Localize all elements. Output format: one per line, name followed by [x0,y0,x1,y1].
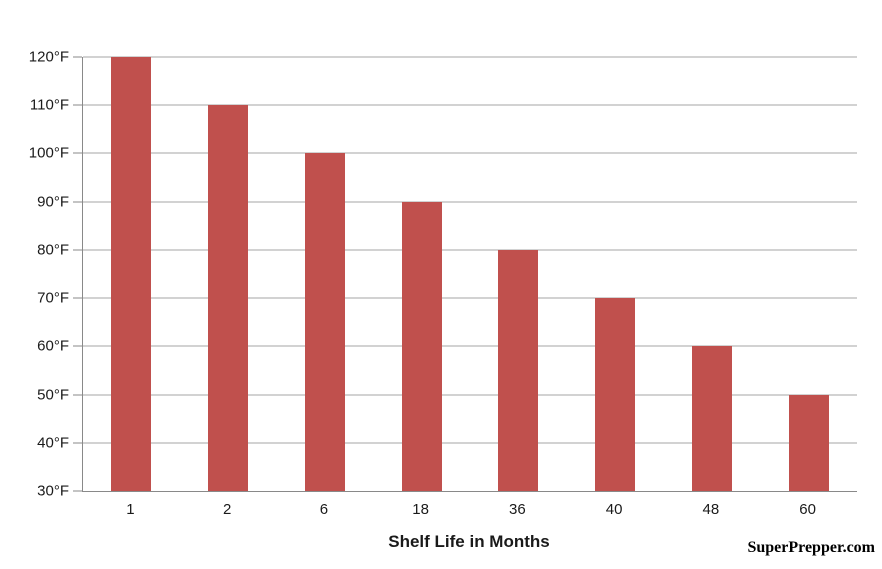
x-axis-tick-label: 6 [319,501,329,518]
y-axis-tick-label: 30°F [37,482,69,500]
bar [788,394,829,491]
y-tick-mark [73,490,82,492]
y-tick-mark [73,297,82,299]
gridline [83,104,857,106]
gridline [83,56,857,58]
y-tick-mark [73,345,82,347]
gridline [83,201,857,203]
bar [208,105,249,491]
y-tick-mark [73,442,82,444]
y-axis-tick-label: 80°F [37,241,69,259]
plot-area [82,56,857,492]
y-tick-mark [73,152,82,154]
y-axis-tick-label: 60°F [37,337,69,355]
x-axis-tick-label: 18 [412,501,429,518]
x-axis-title: Shelf Life in Months [388,532,550,551]
bar [595,298,636,491]
x-axis-tick-label: 1 [126,501,135,518]
gridline [83,442,857,444]
bar [304,153,345,491]
gridline [83,152,857,154]
x-axis-tick-label: 48 [702,501,720,518]
y-tick-mark [73,394,82,396]
x-axis-tick-label: 60 [799,501,816,518]
gridline [83,297,857,299]
watermark-text: SuperPrepper.com [747,539,875,556]
y-tick-mark [73,56,82,58]
y-axis-tick-label: 40°F [37,434,69,452]
y-axis-tick-label: 90°F [37,193,69,211]
x-axis-tick-label: 2 [222,501,232,518]
y-tick-mark [73,104,82,106]
gridline [83,249,857,251]
bar [401,201,442,491]
y-tick-mark [73,249,82,251]
y-tick-mark [73,201,82,203]
y-axis-labels: 120°F 110°F 100°F 90°F 80°F 70°F 60°F 50°F 40°F 3… [0,49,69,500]
x-axis-labels: 1 2 6 18 36 40 48 60 [82,496,856,518]
bar [498,249,539,491]
bar [691,346,732,491]
y-axis-tick-label: 110°F [29,96,69,114]
x-axis-tick-label: 36 [509,501,526,518]
bar [111,57,152,491]
gridline [83,394,857,396]
y-axis-tick-label: 70°F [37,289,69,307]
gridline [83,345,857,347]
x-axis-tick-label: 40 [605,501,623,518]
y-axis-tick-label: 120°F [28,48,69,66]
y-axis-tick-label: 50°F [37,386,69,404]
y-axis-ticks [73,56,82,492]
y-axis-tick-label: 100°F [28,144,69,162]
